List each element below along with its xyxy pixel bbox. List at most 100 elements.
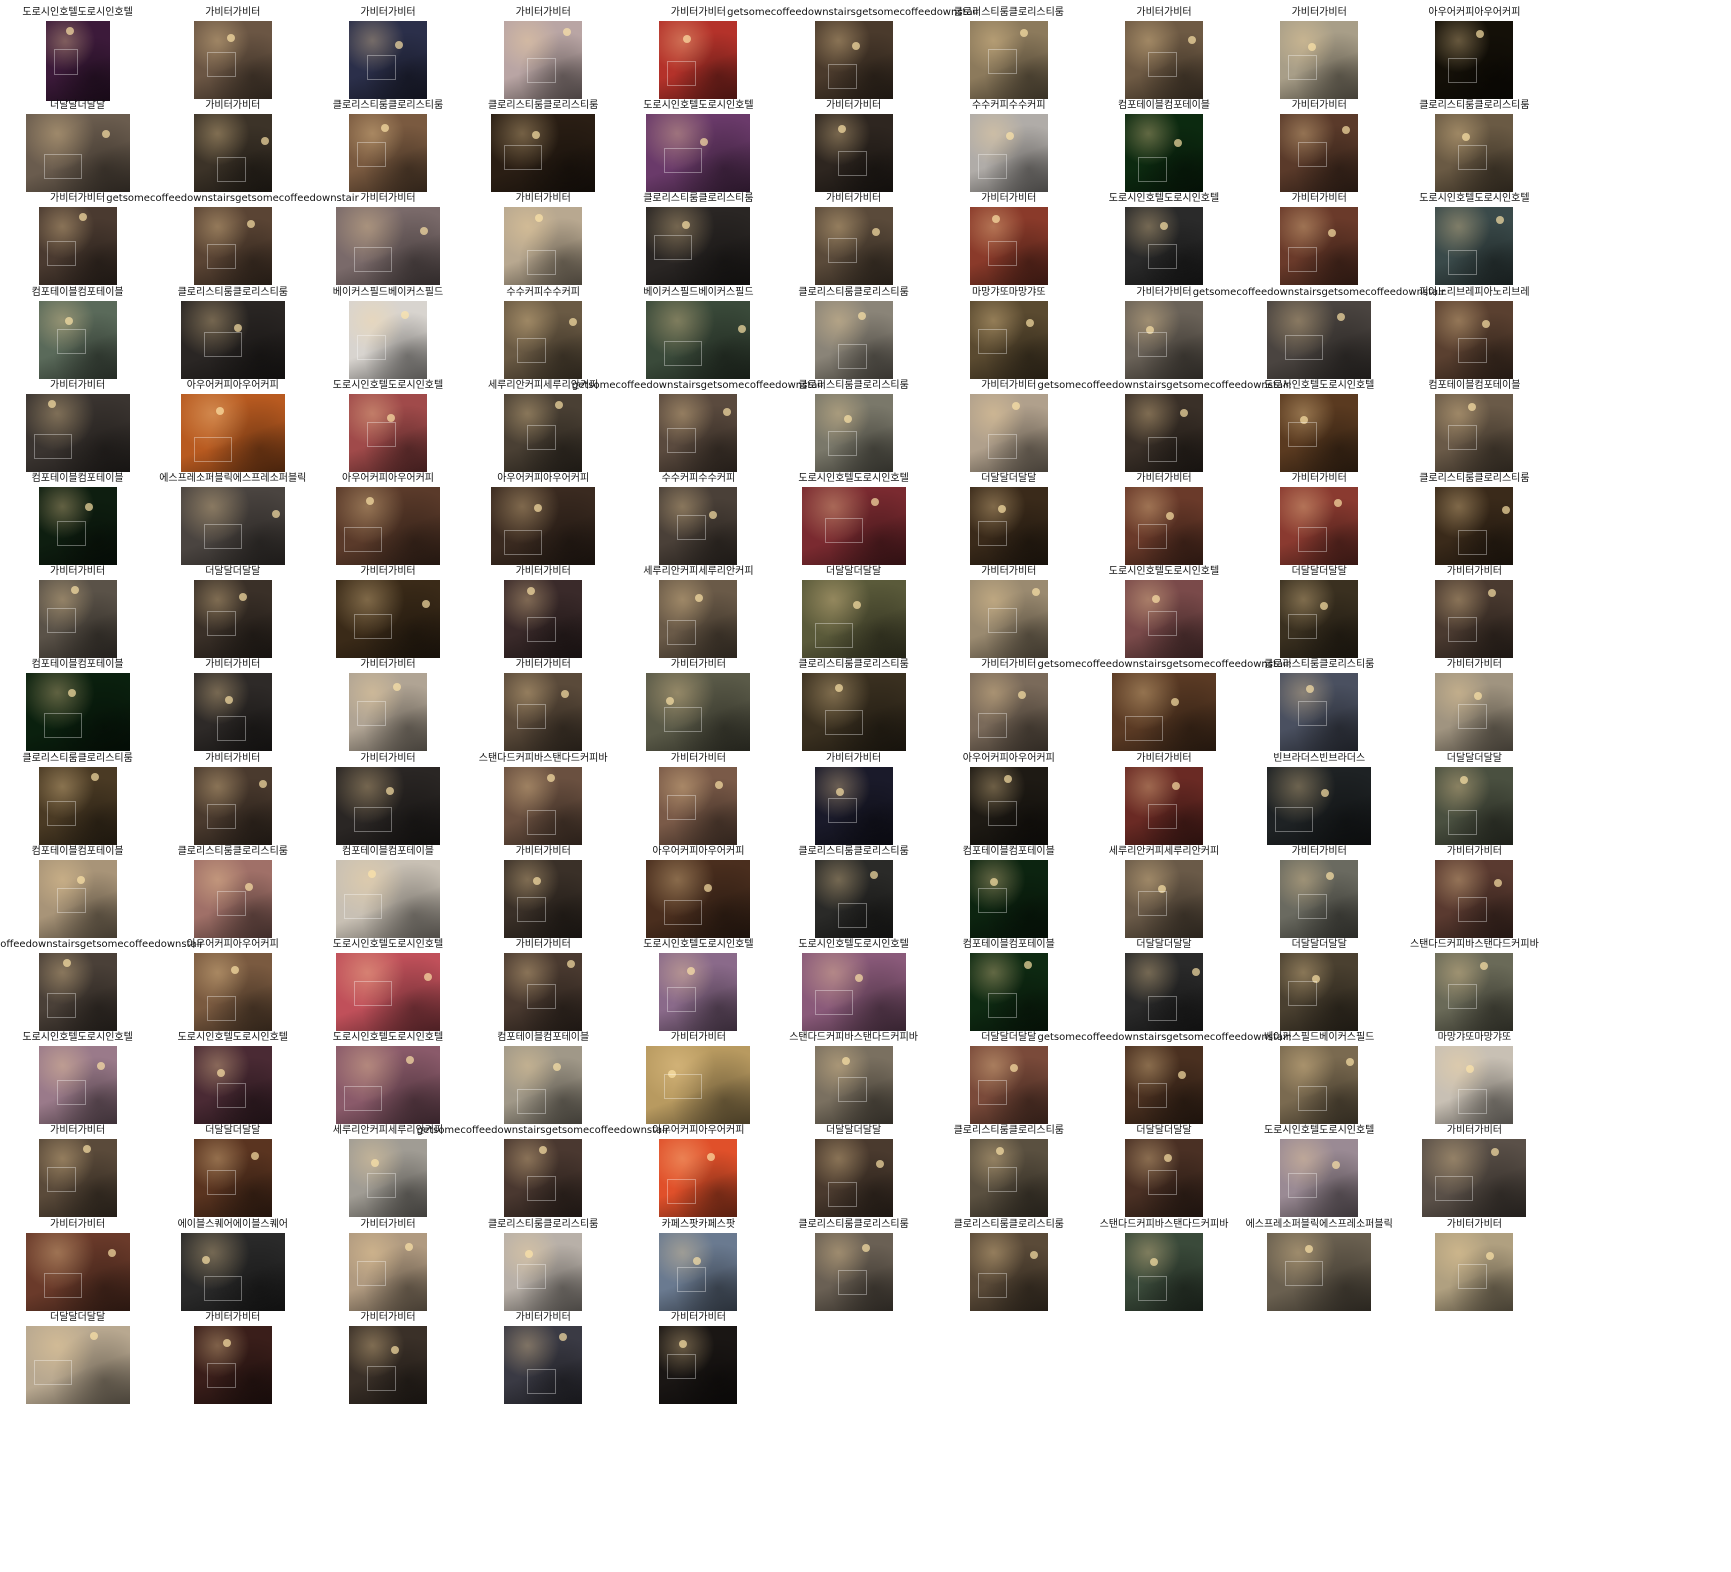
gallery-item[interactable]: 더달달더달달 — [1233, 938, 1406, 1042]
cafe-photo[interactable] — [504, 21, 583, 99]
gallery-item[interactable]: 더달달더달달 — [1078, 938, 1251, 1042]
cafe-photo[interactable] — [814, 207, 893, 286]
gallery-item[interactable]: 가비터가비터 — [1078, 752, 1251, 856]
gallery-item[interactable]: 클로리스티룸클로리스티룸 — [767, 845, 940, 949]
gallery-item[interactable]: getsomecoffeedownstairsgetsomecoffeedown… — [1038, 658, 1291, 762]
gallery-item[interactable]: 가비터가비터 — [612, 1311, 785, 1415]
gallery-item[interactable]: 아우어커피아우어커피 — [146, 379, 319, 483]
gallery-item[interactable]: 더달달더달달 — [922, 1031, 1095, 1135]
gallery-item[interactable]: 더달달더달달 — [922, 472, 1095, 576]
cafe-photo[interactable] — [801, 673, 906, 752]
gallery-item[interactable]: 클로리스티룸클로리스티룸 — [146, 845, 319, 949]
cafe-photo[interactable] — [38, 580, 117, 659]
cafe-photo[interactable] — [504, 953, 583, 1031]
cafe-photo[interactable] — [336, 207, 440, 286]
cafe-photo[interactable] — [1435, 487, 1514, 565]
gallery-item[interactable]: 아우어커피아우어커피 — [612, 845, 785, 949]
cafe-photo[interactable] — [969, 207, 1048, 286]
cafe-photo[interactable] — [1112, 673, 1216, 752]
gallery-item[interactable]: 빈브라더스빈브라더스 — [1233, 752, 1406, 856]
gallery-item[interactable]: 더달달더달달 — [1233, 565, 1406, 669]
gallery-item[interactable]: 가비터가비터 — [1078, 286, 1251, 390]
gallery-item[interactable]: 가비터가비터 — [1078, 6, 1251, 110]
cafe-photo[interactable] — [25, 673, 130, 752]
gallery-item[interactable]: 가비터가비터 — [302, 565, 475, 669]
cafe-photo[interactable] — [801, 487, 906, 565]
gallery-item[interactable]: 베이커스필드베이커스필드 — [612, 286, 785, 390]
gallery-item[interactable]: 가비터가비터 — [1388, 845, 1561, 949]
cafe-photo[interactable] — [1125, 21, 1203, 99]
gallery-item[interactable]: 클로리스티룸클로리스티룸 — [0, 752, 164, 856]
cafe-photo[interactable] — [969, 673, 1048, 752]
cafe-photo[interactable] — [1125, 487, 1203, 565]
cafe-photo[interactable] — [349, 393, 427, 472]
gallery-item[interactable]: 도로시인호텔도로시인호텔 — [1388, 192, 1561, 296]
cafe-photo[interactable] — [1435, 673, 1514, 752]
cafe-photo[interactable] — [814, 766, 893, 845]
gallery-item[interactable]: 가비터가비터 — [922, 565, 1095, 669]
gallery-item[interactable]: 아우어커피아우어커피 — [302, 472, 475, 576]
cafe-photo[interactable] — [38, 766, 117, 845]
cafe-photo[interactable] — [814, 114, 893, 193]
gallery-item[interactable]: 더달달더달달 — [146, 1124, 319, 1228]
cafe-photo[interactable] — [646, 859, 751, 938]
gallery-item[interactable]: 클로리스티룸클로리스티룸 — [767, 1218, 940, 1322]
gallery-item[interactable]: 가비터가비터 — [146, 658, 319, 762]
gallery-item[interactable]: getsomecoffeedownstairsgetsomecoffeedown… — [1193, 286, 1446, 390]
cafe-photo[interactable] — [1125, 393, 1203, 472]
cafe-photo[interactable] — [504, 1139, 583, 1218]
gallery-item[interactable]: 가비터가비터 — [146, 6, 319, 110]
gallery-item[interactable]: 에스프레소퍼블릭에스프레소퍼블릭 — [146, 472, 319, 576]
cafe-photo[interactable] — [336, 859, 440, 938]
cafe-photo[interactable] — [801, 953, 906, 1031]
gallery-item[interactable]: 가비터가비터 — [612, 658, 785, 762]
cafe-photo[interactable] — [25, 1232, 130, 1311]
cafe-photo[interactable] — [504, 580, 583, 659]
gallery-item[interactable]: 클로리스티룸클로리스티룸 — [767, 658, 940, 762]
cafe-photo[interactable] — [349, 1232, 427, 1311]
cafe-photo[interactable] — [1280, 21, 1359, 99]
gallery-item[interactable]: 클로리스티룸클로리스티룸 — [922, 6, 1095, 110]
gallery-item[interactable]: 가비터가비터 — [1233, 192, 1406, 296]
cafe-photo[interactable] — [504, 393, 583, 472]
cafe-photo[interactable] — [193, 114, 272, 193]
cafe-photo[interactable] — [193, 21, 272, 99]
cafe-photo[interactable] — [180, 1232, 285, 1311]
cafe-photo[interactable] — [1125, 580, 1203, 659]
cafe-photo[interactable] — [193, 859, 272, 938]
cafe-photo[interactable] — [1267, 300, 1372, 379]
gallery-item[interactable]: 마망갸또마망갸또 — [922, 286, 1095, 390]
gallery-item[interactable]: 가비터가비터 — [0, 192, 164, 296]
cafe-photo[interactable] — [659, 393, 738, 472]
cafe-photo[interactable] — [1267, 1232, 1372, 1311]
cafe-photo[interactable] — [659, 1232, 738, 1311]
cafe-photo[interactable] — [814, 300, 893, 379]
cafe-photo[interactable] — [969, 580, 1048, 659]
cafe-photo[interactable] — [814, 1139, 893, 1218]
cafe-photo[interactable] — [1280, 580, 1359, 659]
gallery-item[interactable]: 더달달더달달 — [1078, 1124, 1251, 1228]
gallery-item[interactable]: 더달달더달달 — [767, 565, 940, 669]
gallery-item[interactable]: 에스프레소퍼블릭에스프레소퍼블릭 — [1233, 1218, 1406, 1322]
gallery-item[interactable]: getsomecoffeedownstairsgetsomecoffeedown… — [417, 1124, 670, 1228]
gallery-item[interactable]: 도로시인호텔도로시인호텔 — [302, 938, 475, 1042]
cafe-photo[interactable] — [1280, 859, 1359, 938]
gallery-item[interactable]: 가비터가비터 — [146, 752, 319, 856]
gallery-item[interactable]: 클로리스티룸클로리스티룸 — [302, 99, 475, 203]
gallery-item[interactable]: 컴포테이블컴포테이블 — [1078, 99, 1251, 203]
cafe-photo[interactable] — [1125, 114, 1203, 193]
gallery-item[interactable]: 카페스팟카페스팟 — [612, 1218, 785, 1322]
gallery-item[interactable]: 가비터가비터 — [612, 6, 785, 110]
cafe-photo[interactable] — [1280, 1046, 1359, 1125]
cafe-photo[interactable] — [646, 114, 751, 193]
gallery-item[interactable]: 가비터가비터 — [146, 1311, 319, 1415]
cafe-photo[interactable] — [969, 953, 1048, 1031]
gallery-item[interactable]: 클로리스티룸클로리스티룸 — [457, 99, 630, 203]
gallery-item[interactable]: 에이블스퀘어에이블스퀘어 — [146, 1218, 319, 1322]
gallery-item[interactable]: 도로시인호텔도로시인호텔 — [1078, 192, 1251, 296]
cafe-photo[interactable] — [38, 300, 117, 379]
gallery-item[interactable]: 아우어커피아우어커피 — [922, 752, 1095, 856]
cafe-photo[interactable] — [193, 1139, 272, 1218]
gallery-item[interactable]: 가비터가비터 — [1388, 1124, 1561, 1228]
cafe-photo[interactable] — [1435, 1232, 1514, 1311]
